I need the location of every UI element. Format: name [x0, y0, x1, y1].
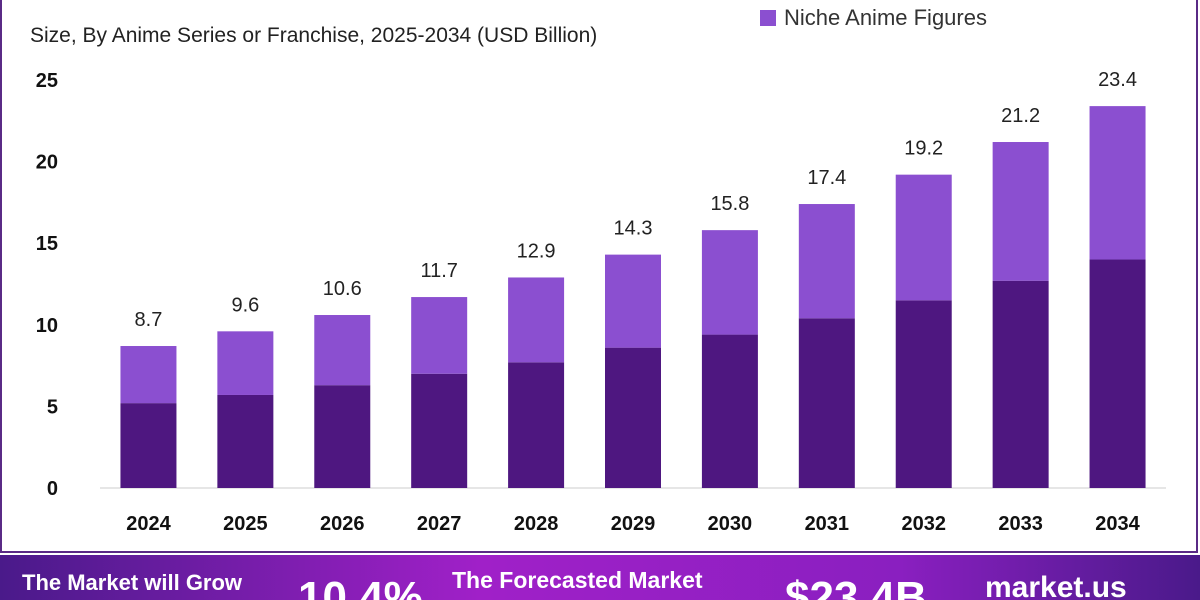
forecast-value: $23.4B — [785, 573, 927, 600]
data-label-2032: 19.2 — [904, 138, 943, 160]
bar-chart: 05101520258.720249.6202510.6202611.72027… — [36, 69, 1166, 535]
bar-segment-2028-1 — [508, 277, 565, 363]
bar-segment-2028-0 — [508, 362, 565, 488]
x-tick-label: 2034 — [1095, 513, 1140, 535]
bar-segment-2034-1 — [1089, 106, 1146, 260]
bar-segment-2026-0 — [314, 385, 371, 488]
bar-segment-2034-0 — [1089, 259, 1146, 488]
bar-segment-2031-0 — [798, 318, 855, 488]
legend-swatch-niche — [760, 10, 776, 26]
data-label-2033: 21.2 — [1001, 105, 1040, 127]
y-tick-label: 15 — [36, 233, 58, 255]
y-tick-label: 5 — [47, 396, 58, 418]
x-tick-label: 2030 — [708, 513, 753, 535]
bar-segment-2025-1 — [217, 331, 274, 395]
bar-segment-2032-1 — [895, 174, 952, 301]
x-tick-label: 2024 — [126, 513, 171, 535]
data-label-2025: 9.6 — [231, 294, 259, 316]
data-label-2030: 15.8 — [710, 193, 749, 215]
x-tick-label: 2032 — [901, 513, 946, 535]
data-label-2027: 11.7 — [420, 260, 457, 282]
x-tick-label: 2027 — [417, 513, 462, 535]
y-tick-label: 25 — [36, 70, 58, 92]
data-label-2026: 10.6 — [323, 278, 362, 300]
bar-segment-2024-1 — [120, 346, 177, 404]
bar-segment-2025-0 — [217, 394, 274, 488]
grow-label: The Market will Grow — [22, 570, 243, 595]
cagr-value: 10.4% — [298, 573, 423, 600]
footer-banner: The Market will Grow 10.4% The Forecaste… — [0, 555, 1200, 600]
bar-segment-2024-0 — [120, 403, 177, 488]
x-tick-label: 2028 — [514, 513, 559, 535]
data-label-2028: 12.9 — [517, 240, 556, 262]
data-label-2024: 8.7 — [135, 309, 163, 331]
x-tick-label: 2029 — [611, 513, 656, 535]
legend: Niche Anime Figures — [760, 5, 987, 31]
y-tick-label: 20 — [36, 152, 58, 174]
bar-segment-2030-0 — [701, 334, 758, 488]
chart-frame — [0, 0, 1198, 553]
bar-segment-2027-1 — [411, 297, 468, 374]
x-tick-label: 2033 — [998, 513, 1043, 535]
chart-subtitle: Size, By Anime Series or Franchise, 2025… — [30, 24, 598, 47]
x-tick-label: 2025 — [223, 513, 268, 535]
brand-logo: market.us — [985, 571, 1127, 600]
x-tick-label: 2026 — [320, 513, 365, 535]
data-label-2029: 14.3 — [614, 218, 653, 240]
bar-segment-2030-1 — [701, 230, 758, 335]
data-label-2034: 23.4 — [1098, 69, 1137, 91]
y-tick-label: 10 — [36, 315, 58, 337]
bar-segment-2031-1 — [798, 204, 855, 319]
bar-segment-2033-0 — [992, 280, 1049, 488]
data-label-2031: 17.4 — [807, 167, 846, 189]
bar-segment-2032-0 — [895, 300, 952, 488]
forecast-label: The Forecasted Market — [452, 567, 703, 593]
bar-segment-2029-1 — [605, 254, 661, 348]
bar-segment-2029-0 — [605, 347, 661, 488]
y-tick-label: 0 — [47, 478, 58, 500]
bar-segment-2026-1 — [314, 315, 371, 386]
bar-segment-2033-1 — [992, 142, 1049, 281]
x-tick-label: 2031 — [805, 513, 850, 535]
legend-label-niche: Niche Anime Figures — [784, 5, 987, 30]
bar-segment-2027-0 — [411, 373, 468, 488]
